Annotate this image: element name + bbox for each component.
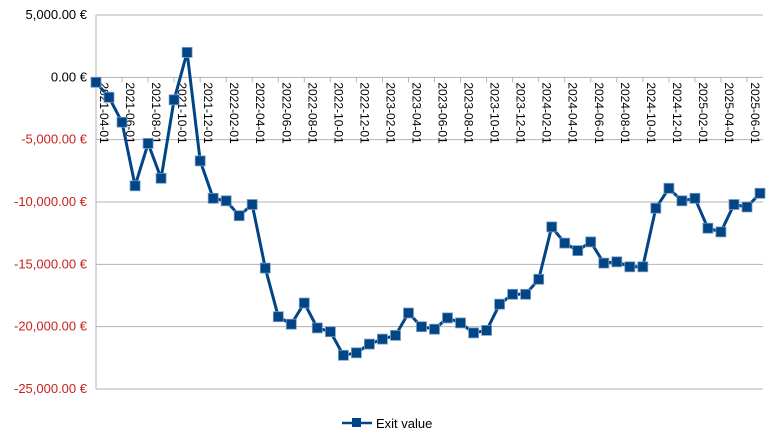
x-tick-label: 2022-06-01 — [279, 82, 293, 144]
legend-marker-swatch — [352, 418, 361, 427]
x-tick-label: 2024-06-01 — [592, 82, 606, 144]
data-point — [546, 221, 558, 233]
data-point — [350, 347, 362, 359]
series-line-exit-value — [94, 50, 762, 357]
data-point — [298, 297, 310, 309]
x-tick-label: 2023-02-01 — [383, 82, 397, 144]
data-point — [416, 321, 427, 333]
x-tick-label: 2022-10-01 — [331, 82, 345, 144]
data-point — [116, 116, 128, 128]
x-tick-label: 2021-06-01 — [123, 82, 137, 144]
data-point — [559, 237, 571, 249]
x-tick-label: 2021-08-01 — [149, 82, 163, 144]
x-tick-label: 2023-08-01 — [462, 82, 476, 144]
data-point — [429, 323, 440, 335]
data-point — [390, 329, 401, 341]
y-tick-label: -5,000.00 € — [21, 132, 88, 147]
x-tick-label: 2023-10-01 — [488, 82, 502, 144]
data-point — [259, 262, 271, 274]
legend-label: Exit value — [376, 416, 432, 431]
data-point — [376, 333, 388, 345]
data-point — [507, 288, 519, 300]
x-tick-label: 2024-02-01 — [540, 82, 554, 144]
data-point — [337, 349, 349, 361]
data-point — [650, 202, 662, 214]
data-point — [181, 47, 193, 58]
data-point — [637, 261, 649, 273]
data-point — [702, 222, 714, 234]
data-point — [754, 187, 766, 199]
data-point — [272, 311, 284, 323]
data-point — [598, 257, 610, 269]
data-point — [324, 326, 336, 338]
series-layer — [90, 47, 766, 361]
x-tick-label: 2023-06-01 — [436, 82, 450, 144]
y-tick-label: -10,000.00 € — [14, 194, 88, 209]
data-point — [468, 327, 480, 339]
y-tick-label: 0.00 € — [51, 69, 88, 84]
x-tick-label: 2024-08-01 — [618, 82, 632, 144]
x-tick-label: 2025-06-01 — [748, 82, 762, 144]
data-point — [220, 195, 232, 207]
data-point — [676, 195, 688, 207]
data-point — [285, 318, 297, 330]
data-point — [663, 182, 675, 194]
data-point — [155, 172, 167, 184]
data-point — [494, 298, 506, 310]
data-point — [363, 338, 375, 350]
data-point — [246, 199, 258, 210]
data-point — [311, 322, 323, 334]
data-point — [403, 307, 414, 319]
x-tick-label: 2022-02-01 — [227, 82, 241, 144]
data-point — [455, 317, 466, 329]
data-point — [624, 261, 636, 273]
data-point — [481, 324, 493, 336]
data-point — [689, 192, 701, 204]
legend: Exit value — [342, 416, 432, 431]
x-tick-label: 2025-04-01 — [722, 82, 736, 144]
data-point — [103, 91, 115, 103]
x-tick-label: 2024-04-01 — [566, 82, 580, 144]
x-tick-label: 2023-04-01 — [409, 82, 423, 144]
y-tick-label: -15,000.00 € — [14, 256, 88, 271]
data-point — [728, 199, 740, 210]
y-axis-tick-labels: 5,000.00 € 0.00 € -5,000.00 € -10,000.00 € -… — [14, 7, 88, 396]
data-point — [611, 256, 623, 268]
data-point — [741, 201, 753, 213]
data-point — [520, 288, 531, 300]
data-point — [142, 137, 154, 149]
x-tick-label: 2023-12-01 — [514, 82, 528, 144]
data-point — [233, 210, 245, 222]
data-point — [572, 245, 584, 257]
data-point — [90, 76, 102, 88]
x-tick-label: 2021-12-01 — [201, 82, 215, 144]
data-point — [207, 192, 219, 204]
data-point — [168, 94, 180, 106]
x-axis-tick-labels: 2021-04-01 2021-06-01 2021-08-01 2021-10-01… — [95, 77, 762, 144]
data-point — [715, 226, 727, 238]
x-tick-label: 2024-10-01 — [644, 82, 658, 144]
x-tick-label: 2022-04-01 — [253, 82, 267, 144]
data-point — [533, 273, 545, 285]
x-tick-label: 2022-12-01 — [357, 82, 371, 144]
data-point — [585, 236, 597, 248]
x-tick-label: 2025-02-01 — [696, 82, 710, 144]
x-tick-label: 2022-08-01 — [305, 82, 319, 144]
y-tick-label: -20,000.00 € — [14, 319, 88, 334]
data-point — [442, 312, 453, 324]
x-tick-label: 2024-12-01 — [670, 82, 684, 144]
data-point — [194, 155, 206, 167]
y-tick-label: -25,000.00 € — [14, 381, 88, 396]
data-point — [129, 180, 141, 192]
y-tick-label: 5,000.00 € — [26, 7, 88, 22]
